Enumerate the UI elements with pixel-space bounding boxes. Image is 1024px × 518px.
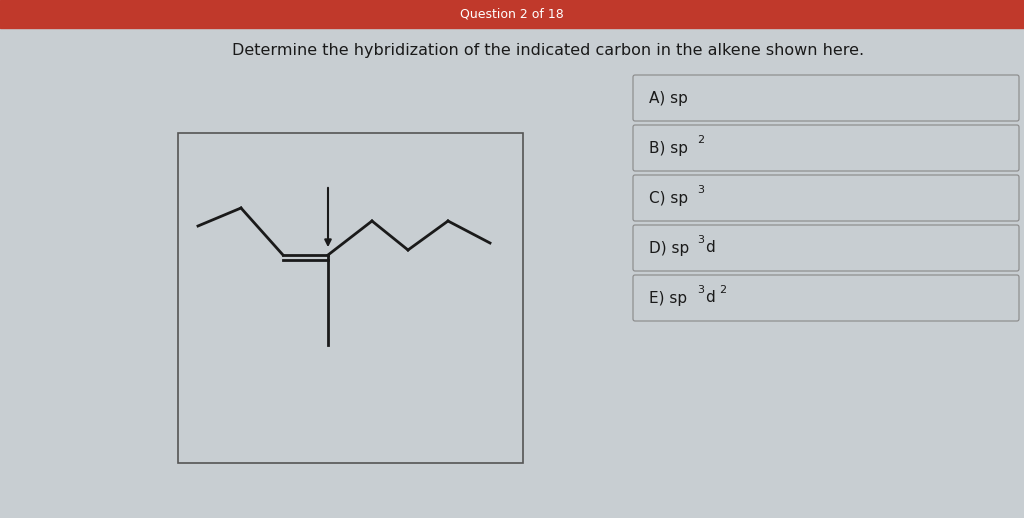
FancyBboxPatch shape bbox=[633, 125, 1019, 171]
Text: D) sp: D) sp bbox=[649, 240, 689, 255]
FancyBboxPatch shape bbox=[633, 175, 1019, 221]
Bar bbox=[178, 133, 523, 463]
Text: C) sp: C) sp bbox=[649, 191, 688, 206]
Text: Question 2 of 18: Question 2 of 18 bbox=[460, 7, 564, 21]
FancyBboxPatch shape bbox=[633, 225, 1019, 271]
Text: 2: 2 bbox=[697, 135, 705, 145]
Text: E) sp: E) sp bbox=[649, 291, 687, 306]
Text: 2: 2 bbox=[719, 285, 726, 295]
Text: 3: 3 bbox=[697, 185, 705, 195]
Text: d: d bbox=[705, 291, 715, 306]
Text: 3: 3 bbox=[697, 285, 705, 295]
Bar bbox=[0, 0, 1024, 28]
FancyBboxPatch shape bbox=[633, 75, 1019, 121]
Text: A) sp: A) sp bbox=[649, 91, 688, 106]
FancyBboxPatch shape bbox=[633, 275, 1019, 321]
Text: d: d bbox=[705, 240, 715, 255]
Text: B) sp: B) sp bbox=[649, 140, 688, 155]
Text: Determine the hybridization of the indicated carbon in the alkene shown here.: Determine the hybridization of the indic… bbox=[232, 42, 864, 57]
Text: 3: 3 bbox=[697, 235, 705, 245]
